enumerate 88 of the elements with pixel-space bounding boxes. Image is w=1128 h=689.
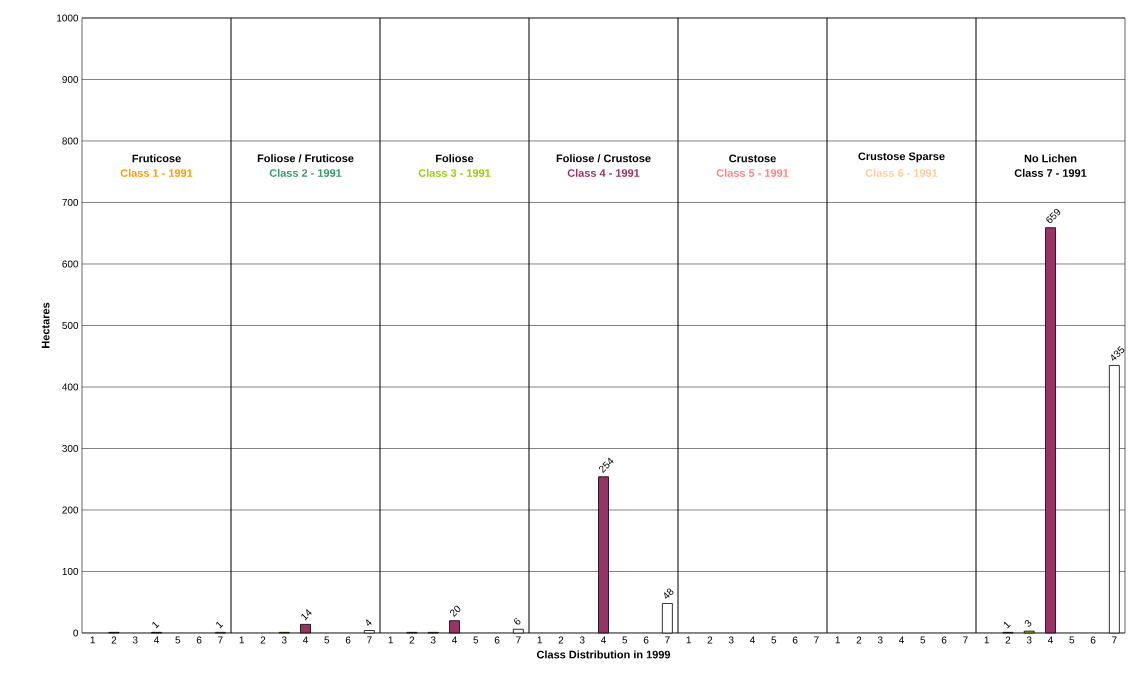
x-tick-label: 4 — [600, 636, 606, 644]
text: Crustose — [729, 154, 776, 163]
x-tick-label: 5 — [920, 636, 926, 644]
y-tick-label: 0 — [73, 629, 79, 637]
y-tick-label: 900 — [62, 75, 79, 84]
x-tick-label: 6 — [941, 636, 947, 644]
x-tick-label: 3 — [728, 636, 734, 644]
y-tick-label: 500 — [62, 321, 79, 330]
x-tick-label: 1 — [686, 636, 691, 644]
x-tick-label: 4 — [749, 636, 755, 644]
data-label: 4 — [366, 619, 372, 626]
text: Class 3 - 1991 — [418, 168, 491, 177]
x-tick-label: 7 — [218, 636, 223, 644]
x-tick-label: 4 — [1047, 636, 1053, 644]
data-label: 1 — [216, 621, 224, 629]
text: Class 7 - 1991 — [1014, 168, 1087, 177]
x-tick-label: 5 — [771, 636, 777, 644]
x-tick-label: 6 — [643, 636, 649, 644]
x-tick-label: 3 — [132, 636, 138, 644]
x-tick-label: 4 — [153, 636, 159, 644]
data-label: 14 — [301, 609, 312, 621]
y-tick-label: 600 — [62, 260, 79, 268]
data-label: 1 — [1003, 621, 1011, 629]
x-tick-label: 3 — [281, 636, 287, 644]
x-tick-label: 7 — [963, 636, 968, 644]
data-label: 1 — [152, 621, 160, 629]
x-tick-label: 6 — [494, 636, 500, 644]
x-tick-label: 2 — [409, 636, 415, 644]
x-tick-label: 2 — [707, 636, 713, 644]
y-tick-label: 700 — [62, 198, 79, 207]
x-tick-label: 4 — [898, 636, 904, 644]
text: Crustose Sparse — [858, 152, 945, 163]
text: Class 6 - 1991 — [865, 168, 938, 177]
text: Foliose — [436, 154, 474, 163]
y-tick-label: 200 — [62, 506, 79, 514]
data-label: 48 — [664, 588, 674, 599]
y-tick-label: 1000 — [57, 14, 79, 22]
x-tick-label: 1 — [984, 636, 989, 644]
x-tick-label: 6 — [345, 636, 351, 644]
y-axis-title: Hectares — [41, 302, 50, 348]
x-tick-label: 7 — [1112, 636, 1117, 644]
x-tick-label: 6 — [1090, 636, 1096, 644]
x-tick-label: 1 — [835, 636, 840, 644]
x-tick-label: 1 — [90, 636, 95, 644]
x-tick-label: 6 — [792, 636, 798, 644]
x-tick-label: 3 — [579, 636, 585, 644]
text: No Lichen — [1024, 154, 1077, 163]
data-label: 6 — [514, 618, 521, 625]
x-tick-label: 7 — [814, 636, 819, 644]
data-label: 254 — [599, 457, 614, 473]
x-tick-label: 5 — [622, 636, 628, 644]
x-tick-label: 2 — [1005, 636, 1011, 644]
y-tick-label: 100 — [62, 567, 79, 576]
x-tick-label: 1 — [388, 636, 393, 644]
x-axis-title: Class Distribution in 1999 — [536, 650, 671, 659]
x-tick-label: 3 — [430, 636, 436, 644]
x-tick-label: 3 — [877, 636, 883, 644]
x-tick-label: 4 — [451, 636, 457, 644]
y-tick-label: 800 — [62, 137, 79, 145]
text: Fruticose — [132, 154, 181, 163]
x-tick-label: 5 — [473, 636, 479, 644]
x-tick-label: 2 — [111, 636, 117, 644]
x-tick-label: 3 — [1026, 636, 1032, 644]
x-tick-label: 5 — [1069, 636, 1075, 644]
x-tick-label: 2 — [558, 636, 564, 644]
data-label: 3 — [1024, 620, 1032, 627]
text: Class 5 - 1991 — [716, 168, 789, 177]
data-label: 20 — [450, 605, 461, 617]
y-tick-label: 300 — [62, 444, 79, 453]
x-tick-label: 7 — [367, 636, 372, 644]
text: Class 4 - 1991 — [567, 168, 640, 177]
x-tick-label: 2 — [856, 636, 862, 644]
x-tick-label: 6 — [196, 636, 202, 644]
x-tick-label: 4 — [302, 636, 308, 644]
y-tick-label: 400 — [62, 383, 79, 391]
data-label: 435 — [1111, 346, 1125, 361]
text: Class 1 - 1991 — [120, 168, 193, 177]
x-tick-label: 1 — [537, 636, 542, 644]
x-tick-label: 7 — [665, 636, 670, 644]
x-tick-label: 7 — [516, 636, 521, 644]
x-tick-label: 5 — [175, 636, 181, 644]
x-tick-label: 2 — [260, 636, 266, 644]
text: Foliose / Crustose — [556, 154, 651, 163]
data-label: 659 — [1046, 208, 1061, 223]
text: Foliose / Fruticose — [257, 154, 354, 163]
x-tick-label: 1 — [239, 636, 244, 644]
x-tick-label: 5 — [324, 636, 330, 644]
text: Class 2 - 1991 — [269, 168, 342, 177]
